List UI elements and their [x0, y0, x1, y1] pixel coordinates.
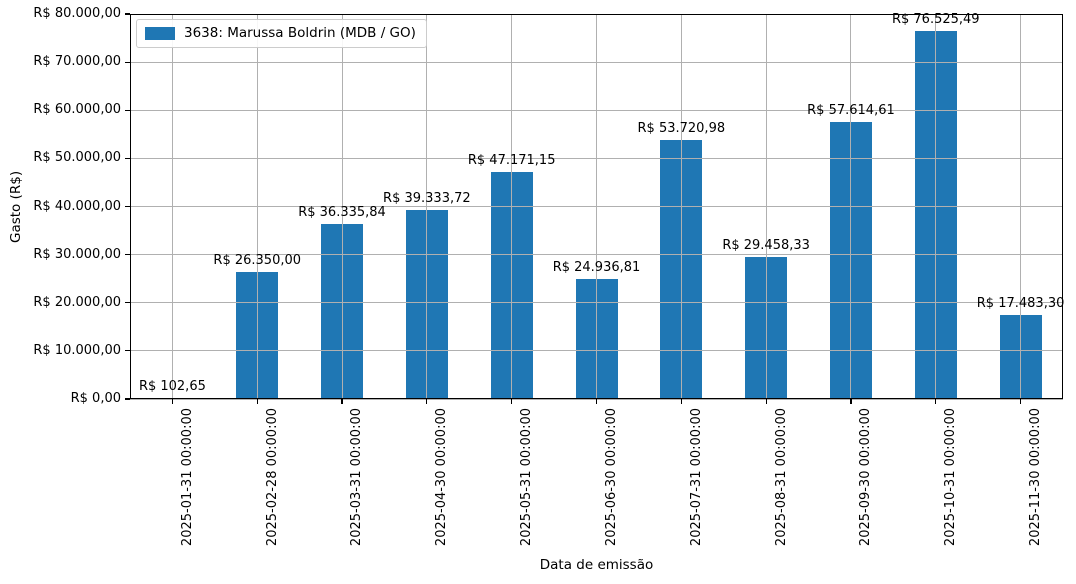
x-tick-mark — [256, 399, 258, 404]
x-tick-label: 2025-07-31 00:00:00 — [688, 408, 704, 547]
x-tick-mark — [765, 399, 767, 404]
bar-value-label: R$ 53.720,98 — [637, 121, 726, 137]
bar — [829, 121, 872, 399]
x-tick-label: 2025-02-28 00:00:00 — [264, 408, 280, 547]
y-tick-mark — [125, 350, 130, 352]
bar-value-label: R$ 76.525,49 — [891, 11, 980, 27]
x-tick-label: 2025-04-30 00:00:00 — [434, 408, 450, 547]
bar — [236, 272, 279, 399]
y-tick-label: R$ 0,00 — [70, 391, 121, 406]
bar — [490, 171, 533, 399]
x-tick-label: 2025-05-31 00:00:00 — [519, 408, 535, 547]
y-tick-mark — [125, 302, 130, 304]
x-tick-mark — [171, 399, 173, 404]
bar-value-label: R$ 47.171,15 — [467, 152, 556, 168]
y-tick-label: R$ 50.000,00 — [33, 150, 121, 166]
x-tick-label: 2025-06-30 00:00:00 — [604, 408, 619, 547]
y-tick-label: R$ 40.000,00 — [33, 198, 121, 214]
legend: 3638: Marussa Boldrin (MDB / GO) — [136, 19, 427, 48]
x-tick-mark — [935, 399, 937, 404]
x-tick-mark — [341, 399, 343, 404]
x-tick-label: 2025-01-31 00:00:00 — [179, 408, 195, 547]
x-tick-label: 2025-08-31 00:00:00 — [773, 408, 789, 547]
gridline-vertical — [171, 14, 173, 399]
y-tick-mark — [125, 13, 130, 15]
x-tick-label: 2025-03-31 00:00:00 — [349, 408, 365, 547]
y-tick-label: R$ 30.000,00 — [33, 246, 121, 262]
x-tick-label: 2025-09-30 00:00:00 — [858, 408, 874, 547]
x-tick-mark — [426, 399, 428, 404]
x-tick-mark — [595, 399, 598, 404]
bar — [745, 257, 788, 399]
y-axis-title: Gasto (R$) — [8, 170, 24, 243]
bar — [405, 209, 448, 399]
bar — [999, 314, 1042, 399]
bar-value-label: R$ 39.333,72 — [383, 190, 471, 206]
bar — [575, 278, 618, 399]
y-tick-label: R$ 80.000,00 — [33, 6, 121, 21]
x-tick-label: 2025-11-30 00:00:00 — [1028, 408, 1044, 547]
bar-value-label: R$ 102,65 — [138, 379, 206, 394]
y-tick-mark — [125, 109, 130, 111]
x-tick-label: 2025-10-31 00:00:00 — [943, 408, 959, 547]
y-tick-mark — [125, 398, 130, 400]
legend-swatch-icon — [145, 27, 175, 40]
y-tick-mark — [125, 61, 130, 63]
y-tick-label: R$ 60.000,00 — [33, 102, 121, 118]
y-tick-label: R$ 70.000,00 — [33, 54, 121, 70]
x-tick-mark — [680, 399, 682, 404]
bar — [321, 224, 364, 399]
legend-label: 3638: Marussa Boldrin (MDB / GO) — [184, 25, 416, 41]
x-axis-title: Data de emissão — [539, 557, 654, 573]
bar-value-label: R$ 26.350,00 — [213, 253, 302, 269]
x-tick-mark — [850, 399, 852, 404]
y-tick-mark — [125, 157, 130, 159]
bar — [660, 140, 703, 399]
bar — [914, 30, 957, 399]
y-tick-mark — [125, 205, 130, 208]
y-tick-label: R$ 10.000,00 — [33, 342, 121, 358]
y-tick-label: R$ 20.000,00 — [33, 294, 121, 310]
bar-value-label: R$ 36.335,84 — [298, 205, 386, 221]
x-tick-mark — [511, 399, 513, 404]
bar-value-label: R$ 29.458,33 — [722, 238, 810, 254]
bar-value-label: R$ 24.936,81 — [552, 259, 641, 275]
bar-value-label: R$ 57.614,61 — [807, 102, 895, 118]
x-tick-mark — [1019, 399, 1022, 404]
bar-value-label: R$ 17.483,30 — [976, 295, 1065, 311]
y-tick-mark — [125, 254, 130, 256]
